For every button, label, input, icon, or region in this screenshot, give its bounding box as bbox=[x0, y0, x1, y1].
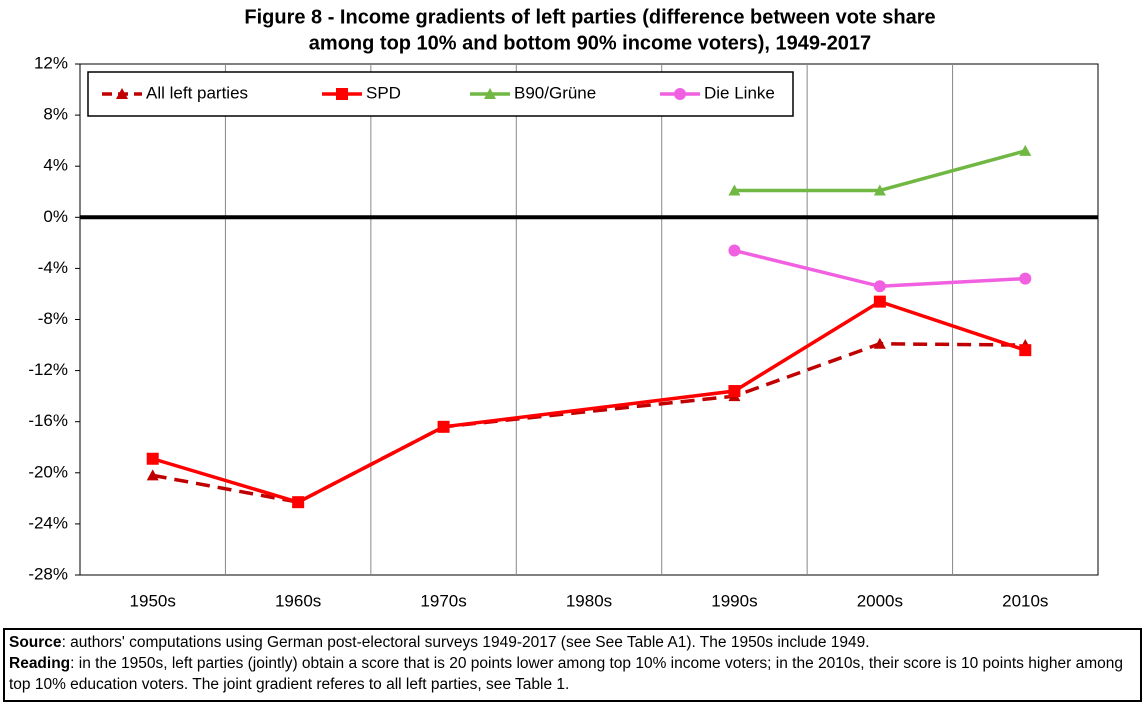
data-point bbox=[728, 244, 741, 257]
series-line bbox=[152, 299, 1026, 505]
y-tick-label: 0% bbox=[43, 207, 68, 226]
y-tick-label: -24% bbox=[28, 513, 68, 532]
y-tick-label: -28% bbox=[28, 564, 68, 583]
legend-marker bbox=[484, 88, 496, 99]
reading-label: Reading bbox=[9, 655, 71, 672]
series-line bbox=[152, 342, 1026, 505]
legend-label: All left parties bbox=[146, 83, 248, 102]
data-point bbox=[292, 496, 305, 509]
source-label: Source bbox=[9, 634, 62, 651]
plot-area bbox=[79, 63, 1099, 576]
data-point bbox=[728, 184, 741, 196]
legend-label: SPD bbox=[366, 83, 401, 102]
data-point bbox=[873, 184, 886, 196]
chart-title: Figure 8 - Income gradients of left part… bbox=[244, 6, 935, 28]
data-point bbox=[1019, 344, 1032, 357]
chart: Figure 8 - Income gradients of left part… bbox=[28, 6, 1099, 610]
legend-marker bbox=[116, 88, 128, 99]
x-tick-label: 1980s bbox=[566, 591, 612, 610]
reading-text: : in the 1950s, left parties (jointly) o… bbox=[9, 655, 1124, 693]
data-point bbox=[1019, 144, 1032, 156]
source-text: : authors' computations using German pos… bbox=[61, 634, 870, 651]
y-tick-label: -16% bbox=[28, 411, 68, 430]
data-point bbox=[1019, 272, 1032, 285]
y-tick-label: -12% bbox=[28, 360, 68, 379]
data-point bbox=[728, 385, 741, 398]
notes-box: Source: authors' computations using Germ… bbox=[3, 628, 1142, 702]
y-tick-label: 8% bbox=[43, 105, 68, 124]
chart-title: among top 10% and bottom 90% income vote… bbox=[309, 32, 871, 54]
data-point bbox=[873, 337, 886, 349]
data-point bbox=[873, 295, 886, 308]
x-tick-label: 2010s bbox=[1002, 591, 1048, 610]
legend-label: B90/Grüne bbox=[514, 83, 596, 102]
legend-label: Die Linke bbox=[704, 83, 775, 102]
x-tick-label: 2000s bbox=[857, 591, 903, 610]
x-tick-label: 1990s bbox=[711, 591, 757, 610]
x-tick-label: 1950s bbox=[130, 591, 176, 610]
data-point bbox=[873, 280, 886, 293]
y-tick-label: -4% bbox=[38, 258, 68, 277]
y-tick-label: -8% bbox=[38, 309, 68, 328]
legend-marker bbox=[336, 88, 348, 100]
y-tick-label: 12% bbox=[34, 53, 68, 72]
data-point bbox=[437, 420, 450, 433]
y-tick-label: 4% bbox=[43, 156, 68, 175]
y-tick-label: -20% bbox=[28, 462, 68, 481]
x-tick-label: 1970s bbox=[420, 591, 466, 610]
data-point bbox=[146, 469, 159, 481]
data-point bbox=[146, 452, 159, 465]
x-tick-label: 1960s bbox=[275, 591, 321, 610]
legend-marker bbox=[674, 88, 686, 100]
